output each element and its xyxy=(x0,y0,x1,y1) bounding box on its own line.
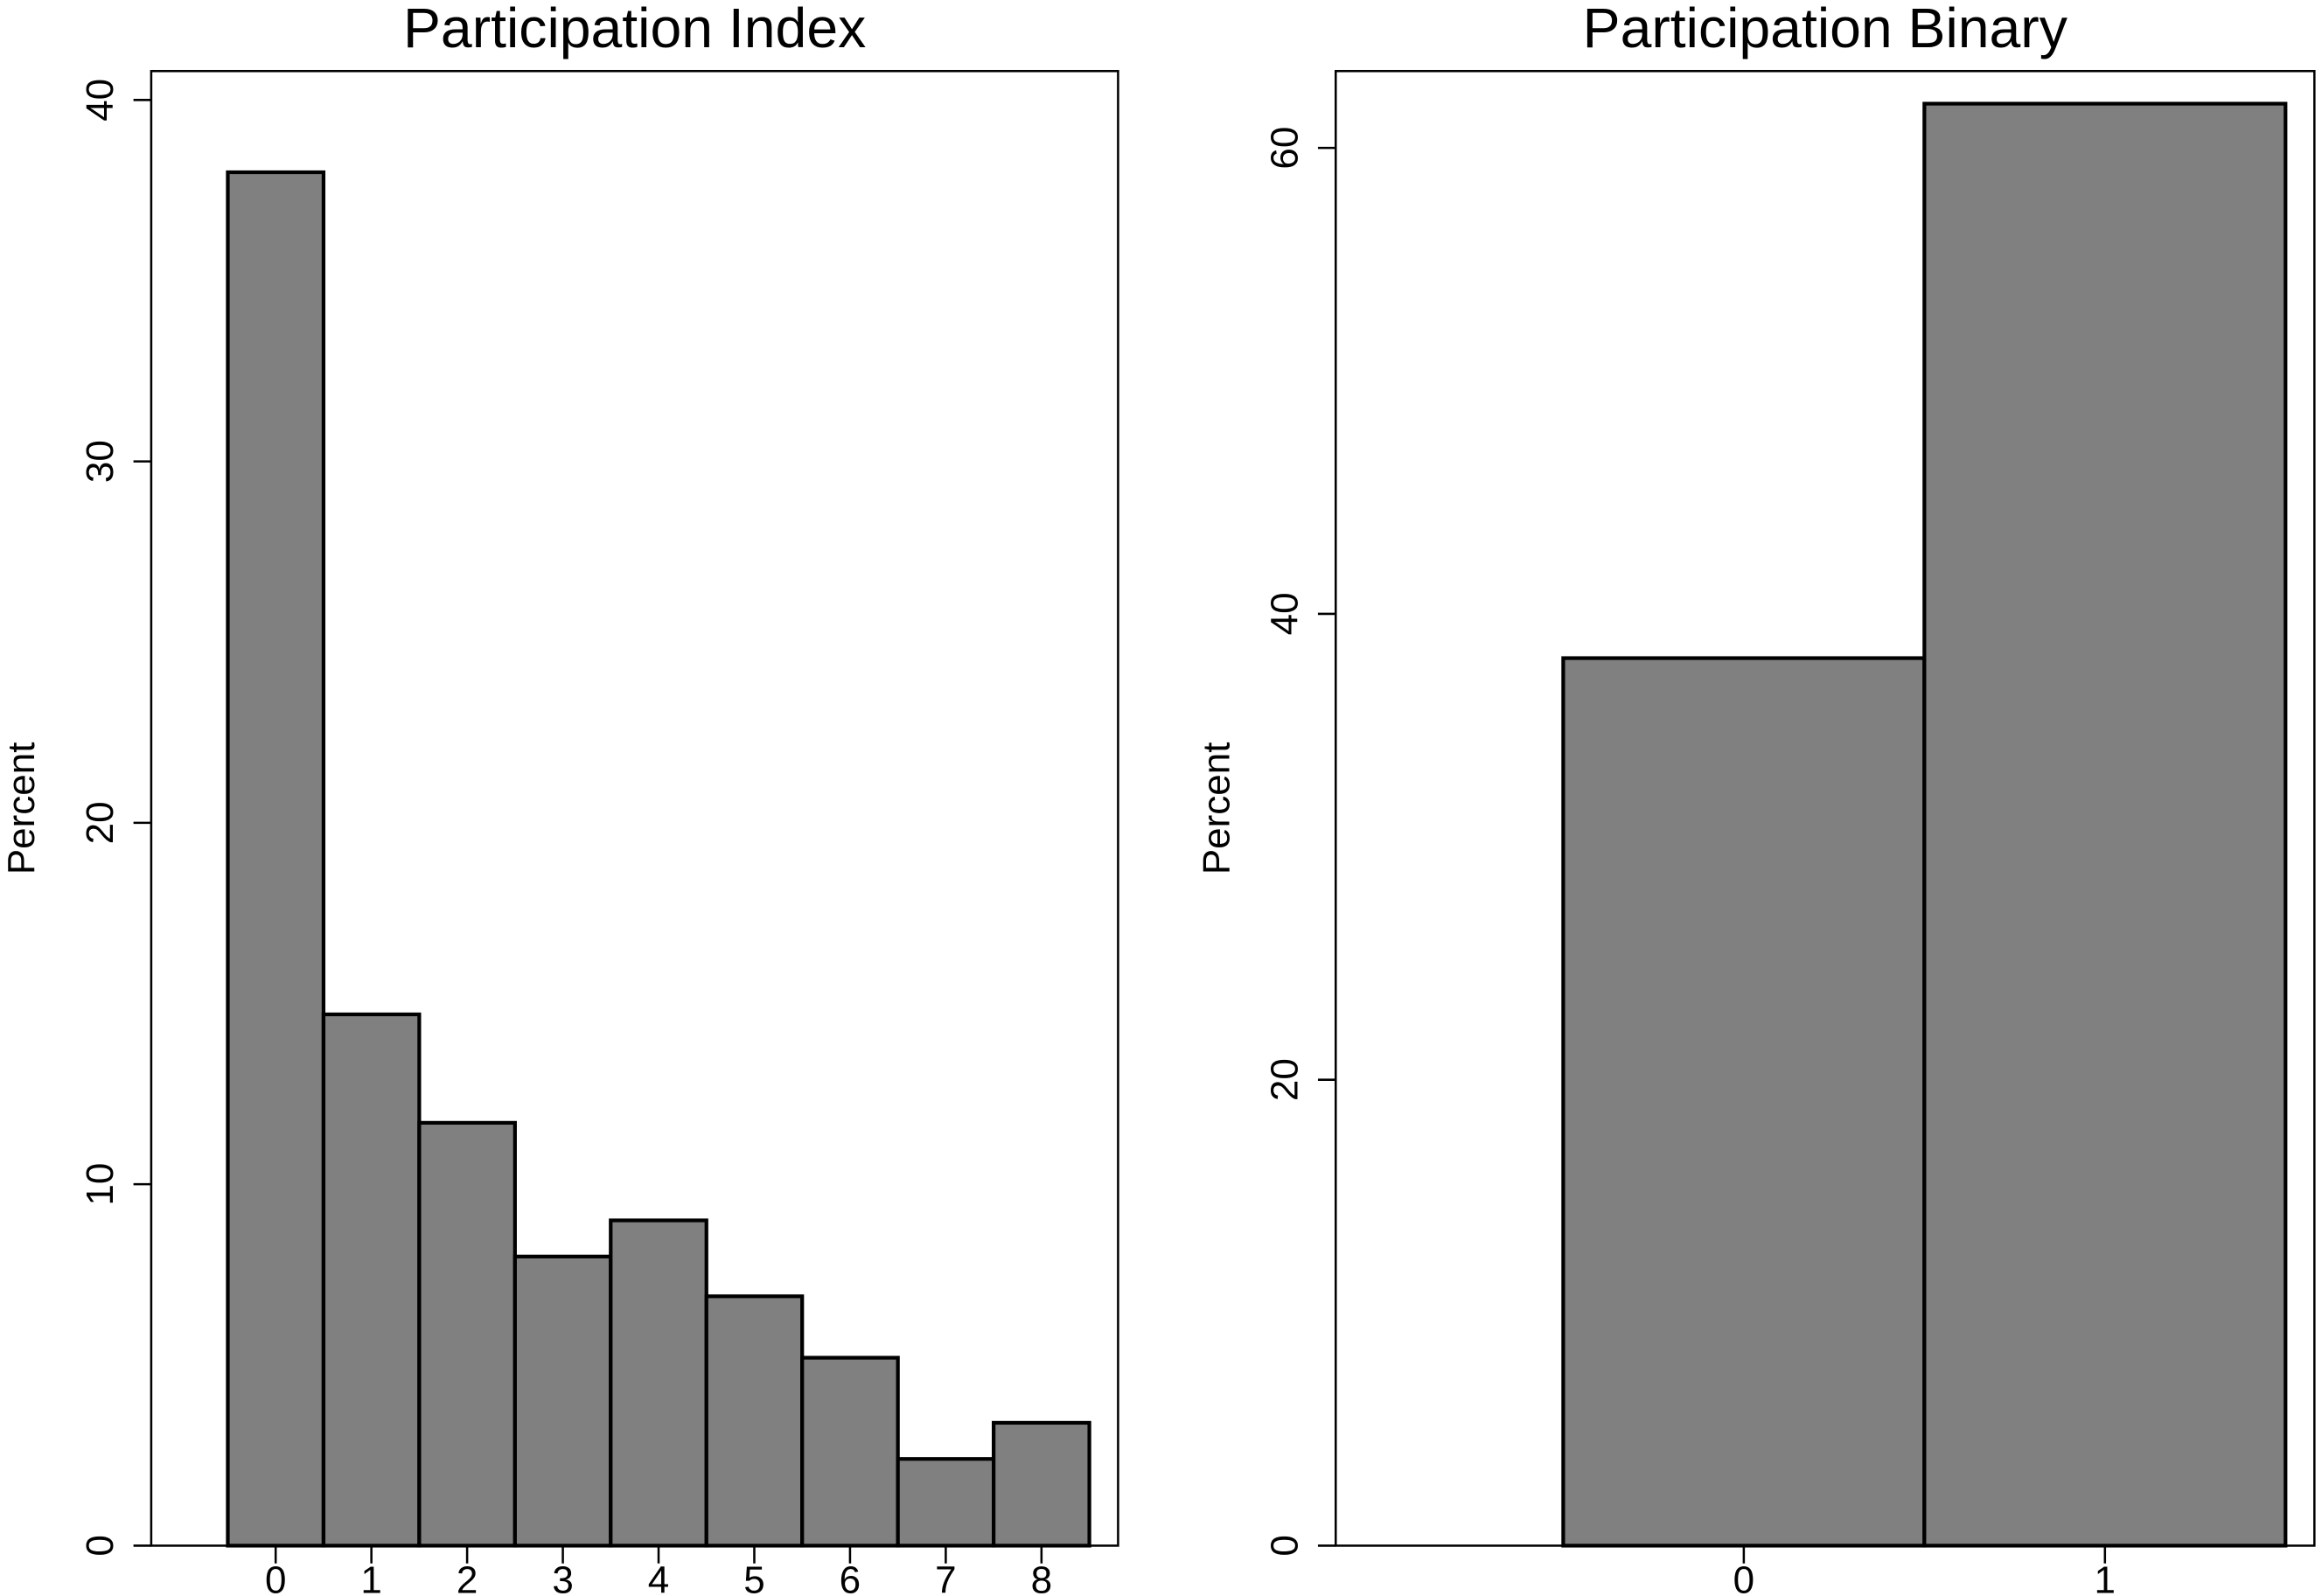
bar xyxy=(704,1294,805,1548)
plot-frame xyxy=(1334,69,2316,1547)
y-tick-label: 30 xyxy=(79,440,122,483)
y-axis-label: Percent xyxy=(1195,742,1238,875)
bar xyxy=(991,1420,1091,1548)
x-tick-label: 3 xyxy=(552,1559,573,1596)
bar xyxy=(896,1457,996,1548)
y-axis-label: Percent xyxy=(0,742,43,875)
x-tick-label: 5 xyxy=(743,1559,764,1596)
y-tick-label: 0 xyxy=(79,1535,122,1556)
bar xyxy=(1561,656,1927,1548)
bar xyxy=(321,1012,422,1548)
y-tick-label: 40 xyxy=(79,79,122,122)
x-tick-label: 4 xyxy=(648,1559,669,1596)
bar xyxy=(417,1120,517,1548)
y-tick-label: 10 xyxy=(79,1163,122,1206)
chart-title: Participation Binary xyxy=(1583,0,2068,59)
bar xyxy=(800,1356,900,1548)
x-tick-label: 2 xyxy=(457,1559,478,1596)
x-tick-label: 8 xyxy=(1031,1559,1052,1596)
x-tick-label: 0 xyxy=(1733,1559,1754,1596)
bar xyxy=(609,1218,708,1548)
chart-title: Participation Index xyxy=(403,0,866,59)
x-tick-label: 6 xyxy=(840,1559,861,1596)
y-tick-label: 20 xyxy=(1263,1058,1306,1101)
y-tick-label: 20 xyxy=(79,801,122,844)
bar xyxy=(1922,101,2288,1548)
x-tick-label: 7 xyxy=(935,1559,956,1596)
plot-frame xyxy=(150,69,1119,1547)
y-tick-label: 60 xyxy=(1263,127,1306,170)
bar xyxy=(513,1254,613,1548)
x-tick-label: 1 xyxy=(2095,1559,2116,1596)
y-tick-label: 40 xyxy=(1263,592,1306,635)
x-tick-label: 0 xyxy=(265,1559,286,1596)
x-tick-label: 1 xyxy=(360,1559,381,1596)
y-tick-label: 0 xyxy=(1263,1535,1306,1556)
bar xyxy=(226,170,326,1548)
